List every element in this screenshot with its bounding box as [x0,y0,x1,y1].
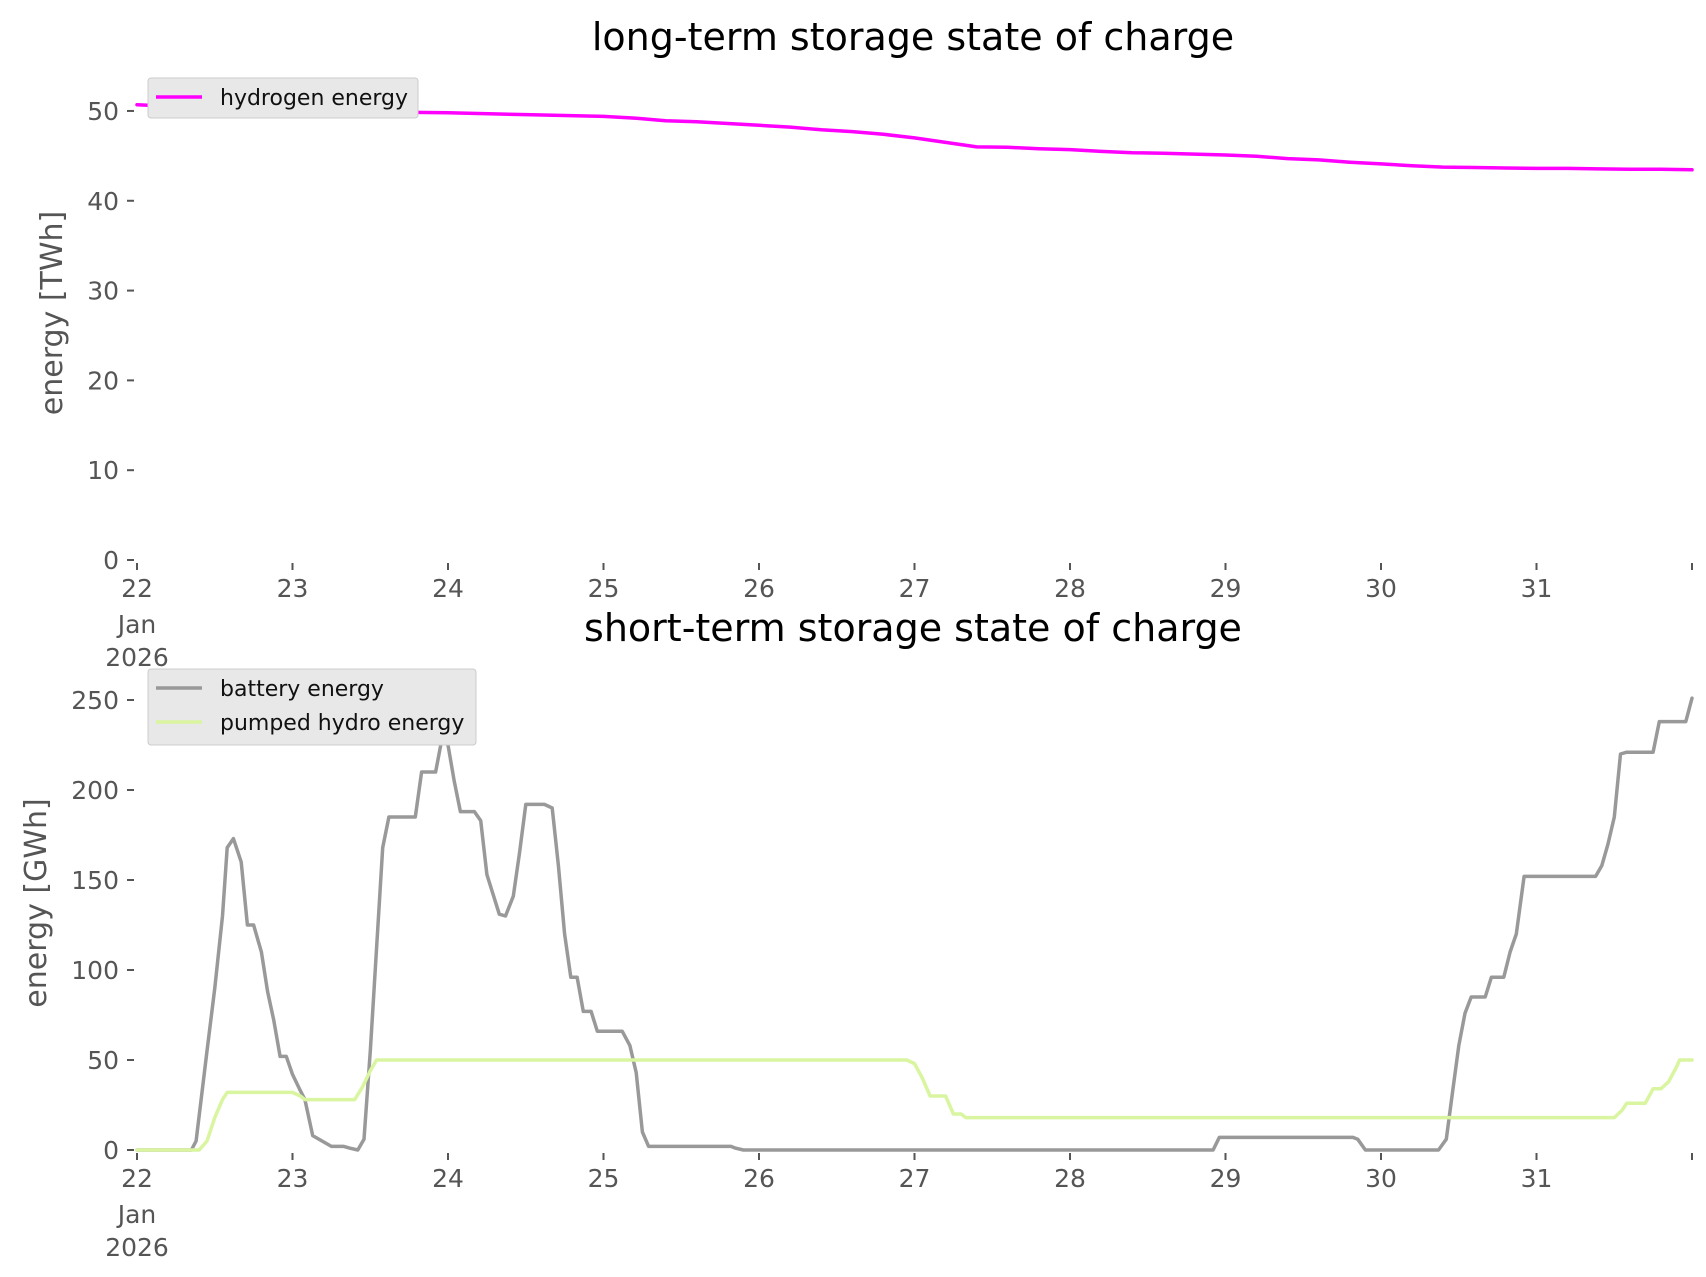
y-tick-label: 100 [71,956,119,985]
x-tick-label: 22 [121,1164,153,1193]
long-term-storage-chart: long-term storage state of charge energy… [35,15,1694,672]
y-tick-label: 40 [87,187,119,216]
y-tick-label: 10 [87,456,119,485]
x-tick-label: 31 [1521,1164,1553,1193]
x-tick-label: 22 [121,574,153,603]
y-axis-ticks: 0 50 100 150 200 250 [71,686,134,1165]
y-tick-label: 30 [87,277,119,306]
x-tick-label: 29 [1210,574,1242,603]
x-tick-label: 23 [277,1164,309,1193]
x-tick-sublabel: Jan [116,610,157,639]
y-tick-label: 150 [71,866,119,895]
legend-label-pumped-hydro: pumped hydro energy [220,711,464,736]
x-tick-label: 28 [1054,574,1086,603]
y-axis-label: energy [GWh] [19,798,54,1007]
x-tick-label: 26 [743,574,775,603]
x-tick-label: 25 [588,574,620,603]
x-axis-ticks: 22 Jan 2026 23 24 25 26 27 28 29 30 31 [105,1153,1693,1262]
plot-area [135,102,1694,172]
legend-label-battery: battery energy [220,677,384,702]
x-tick-label: 24 [432,1164,464,1193]
x-tick-label: 30 [1365,1164,1397,1193]
x-tick-label: 31 [1521,574,1553,603]
x-tick-label: 30 [1365,574,1397,603]
legend-box [147,77,419,119]
x-tick-label: 27 [899,1164,931,1193]
y-tick-label: 0 [103,546,119,575]
chart-title: short-term storage state of charge [584,606,1242,650]
y-tick-label: 20 [87,366,119,395]
x-tick-label: 27 [899,574,931,603]
short-term-storage-chart: short-term storage state of charge energ… [19,606,1694,1262]
chart-title: long-term storage state of charge [592,15,1234,59]
series-line-hydrogen-energy [135,102,1694,172]
series-line-battery-energy [135,696,1694,1152]
x-axis-ticks: 22 Jan 2026 23 24 25 26 27 28 29 30 31 [105,563,1693,672]
legend: battery energy pumped hydro energy [147,668,477,746]
y-tick-label: 50 [87,97,119,126]
x-tick-label: 26 [743,1164,775,1193]
y-axis-label: energy [TWh] [35,211,70,415]
x-tick-sublabel: 2026 [105,643,169,672]
legend: hydrogen energy [147,77,419,119]
y-tick-label: 50 [87,1046,119,1075]
legend-label-hydrogen: hydrogen energy [220,86,408,111]
series-line-pumped-hydro-energy [135,1058,1694,1152]
y-tick-label: 250 [71,686,119,715]
x-tick-label: 29 [1210,1164,1242,1193]
legend-box [147,668,477,746]
x-tick-label: 25 [588,1164,620,1193]
y-tick-label: 200 [71,776,119,805]
x-tick-label: 23 [277,574,309,603]
y-axis-ticks: 0 10 20 30 40 50 [87,97,134,575]
y-tick-label: 0 [103,1136,119,1165]
x-tick-label: 24 [432,574,464,603]
x-tick-sublabel: Jan [116,1200,157,1229]
x-tick-label: 28 [1054,1164,1086,1193]
plot-area [135,696,1694,1152]
x-tick-sublabel: 2026 [105,1233,169,1262]
